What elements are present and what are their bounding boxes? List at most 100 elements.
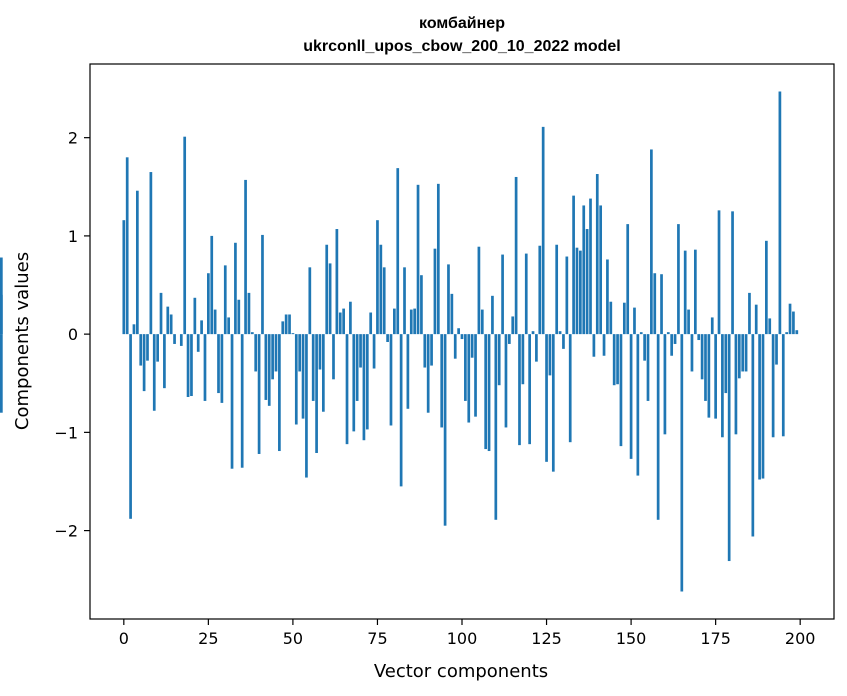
bar bbox=[565, 256, 569, 335]
bar bbox=[775, 334, 778, 365]
x-tick-label: 125 bbox=[531, 629, 562, 648]
bar bbox=[531, 331, 535, 335]
bar bbox=[683, 250, 687, 335]
bar bbox=[142, 334, 146, 392]
bar bbox=[643, 334, 646, 361]
bar bbox=[240, 334, 244, 468]
bar bbox=[761, 334, 765, 479]
bar bbox=[717, 210, 721, 335]
y-axis-ticks: −2 −1 0 1 2 bbox=[54, 129, 90, 541]
bar bbox=[778, 91, 782, 335]
bar bbox=[680, 334, 684, 592]
bar bbox=[575, 247, 579, 335]
bar bbox=[355, 334, 359, 401]
bar bbox=[196, 334, 200, 352]
bar bbox=[169, 314, 173, 335]
bar bbox=[765, 240, 768, 335]
bar bbox=[568, 334, 572, 443]
bar bbox=[450, 293, 454, 335]
bar bbox=[700, 334, 704, 380]
bars-group bbox=[0, 91, 799, 592]
bar bbox=[622, 302, 626, 335]
bar bbox=[0, 294, 3, 335]
bar bbox=[464, 334, 467, 401]
bar bbox=[250, 332, 254, 335]
bar bbox=[690, 334, 694, 372]
bar bbox=[183, 136, 187, 335]
bar bbox=[237, 299, 241, 335]
bar bbox=[562, 334, 565, 349]
bar bbox=[359, 334, 362, 368]
bar bbox=[261, 234, 264, 335]
bar bbox=[616, 334, 619, 385]
bar bbox=[457, 328, 460, 335]
bar bbox=[460, 334, 464, 340]
bar bbox=[186, 334, 190, 397]
bar bbox=[207, 273, 210, 335]
bar bbox=[244, 179, 247, 335]
bar bbox=[274, 334, 278, 372]
bar bbox=[179, 334, 183, 346]
x-axis-label: Vector components bbox=[374, 661, 548, 682]
bar bbox=[555, 244, 559, 335]
bar bbox=[376, 220, 379, 335]
bar bbox=[227, 317, 231, 335]
bar bbox=[271, 334, 274, 380]
bar bbox=[619, 334, 623, 447]
y-tick-label: 2 bbox=[68, 129, 78, 148]
bar bbox=[416, 184, 420, 335]
bar bbox=[656, 334, 660, 520]
bar bbox=[629, 334, 633, 459]
bar bbox=[318, 334, 322, 370]
bar bbox=[494, 334, 498, 520]
bar bbox=[129, 334, 132, 519]
bar bbox=[257, 334, 261, 454]
bar bbox=[349, 301, 352, 335]
bar bbox=[477, 246, 481, 335]
bar bbox=[714, 334, 717, 419]
x-tick-label: 200 bbox=[785, 629, 816, 648]
x-tick-label: 50 bbox=[283, 629, 303, 648]
bar bbox=[788, 303, 792, 335]
bar bbox=[612, 334, 616, 386]
bar bbox=[234, 242, 237, 335]
bar bbox=[433, 248, 437, 335]
bar bbox=[311, 334, 315, 401]
bar bbox=[335, 229, 339, 335]
bar bbox=[606, 259, 609, 335]
bar bbox=[741, 334, 745, 372]
bar bbox=[734, 334, 738, 435]
bar bbox=[484, 334, 488, 450]
bar bbox=[426, 334, 430, 413]
bar bbox=[707, 334, 711, 418]
bar bbox=[267, 334, 271, 406]
bar bbox=[558, 331, 562, 335]
bar bbox=[156, 334, 159, 362]
bar bbox=[420, 275, 423, 335]
bar bbox=[748, 292, 751, 335]
bar bbox=[159, 292, 163, 335]
bar bbox=[453, 334, 457, 359]
bar bbox=[666, 332, 670, 335]
y-tick-label: −1 bbox=[54, 423, 78, 442]
bar bbox=[633, 307, 636, 335]
bar bbox=[751, 334, 755, 537]
bar bbox=[514, 176, 518, 335]
bar bbox=[572, 195, 575, 335]
bar bbox=[122, 220, 126, 335]
bar bbox=[298, 334, 302, 372]
bar bbox=[308, 267, 312, 335]
bar bbox=[480, 309, 484, 335]
bar bbox=[470, 334, 474, 358]
bar bbox=[430, 334, 433, 366]
bar bbox=[538, 245, 542, 335]
bar bbox=[0, 334, 3, 413]
bar bbox=[474, 334, 477, 417]
bar bbox=[758, 334, 761, 480]
bar bbox=[677, 224, 680, 335]
bar bbox=[548, 334, 552, 376]
bar bbox=[443, 334, 447, 526]
bar bbox=[440, 334, 444, 428]
bar bbox=[436, 183, 440, 335]
bar bbox=[362, 334, 366, 441]
